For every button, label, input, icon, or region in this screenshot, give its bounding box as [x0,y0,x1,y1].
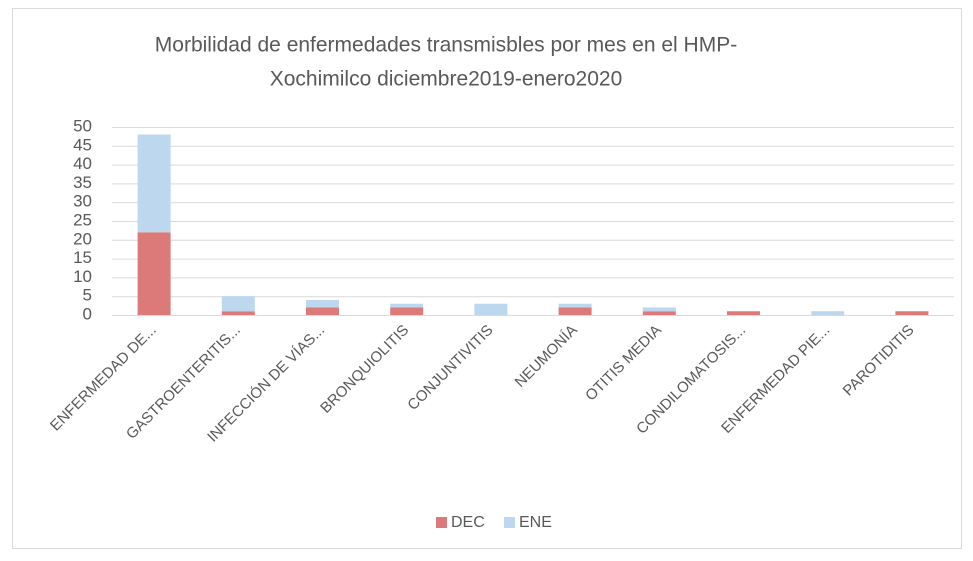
bar-segment [306,307,339,315]
y-tick-label: 30 [73,192,92,211]
y-tick-label: 5 [83,286,92,305]
bar-segment [137,232,171,315]
bar-segment [558,307,592,315]
legend-swatch [504,517,515,528]
chart-border [12,8,962,549]
chart-title: Morbilidad de enfermedades transmisbles … [155,34,737,57]
bar-segment [895,311,929,315]
y-tick-label: 20 [73,229,92,248]
bar-segment [474,303,508,315]
bar-segment [137,134,171,233]
y-tick-label: 50 [73,116,92,135]
bar-segment [811,311,845,315]
y-tick-label: 0 [83,304,92,323]
bar-segment [727,311,760,315]
y-tick-label: 10 [73,267,92,286]
bar-segment [558,303,592,308]
bar-segment [642,307,676,312]
bar-segment [390,307,424,315]
bar-segment [390,303,424,308]
y-tick-label: 40 [73,154,92,173]
y-tick-label: 35 [73,173,92,192]
legend-label: ENE [519,514,552,531]
bar-segment [642,311,676,315]
chart-title: Xochimilco diciembre2019-enero2020 [270,68,623,91]
legend-label: DEC [451,514,485,531]
legend-swatch [436,517,447,528]
y-tick-label: 45 [73,135,92,154]
y-tick-label: 25 [73,210,92,229]
bar-segment [306,299,339,308]
bar-segment [221,311,255,315]
bar-segment [221,296,255,312]
y-tick-label: 15 [73,248,92,267]
